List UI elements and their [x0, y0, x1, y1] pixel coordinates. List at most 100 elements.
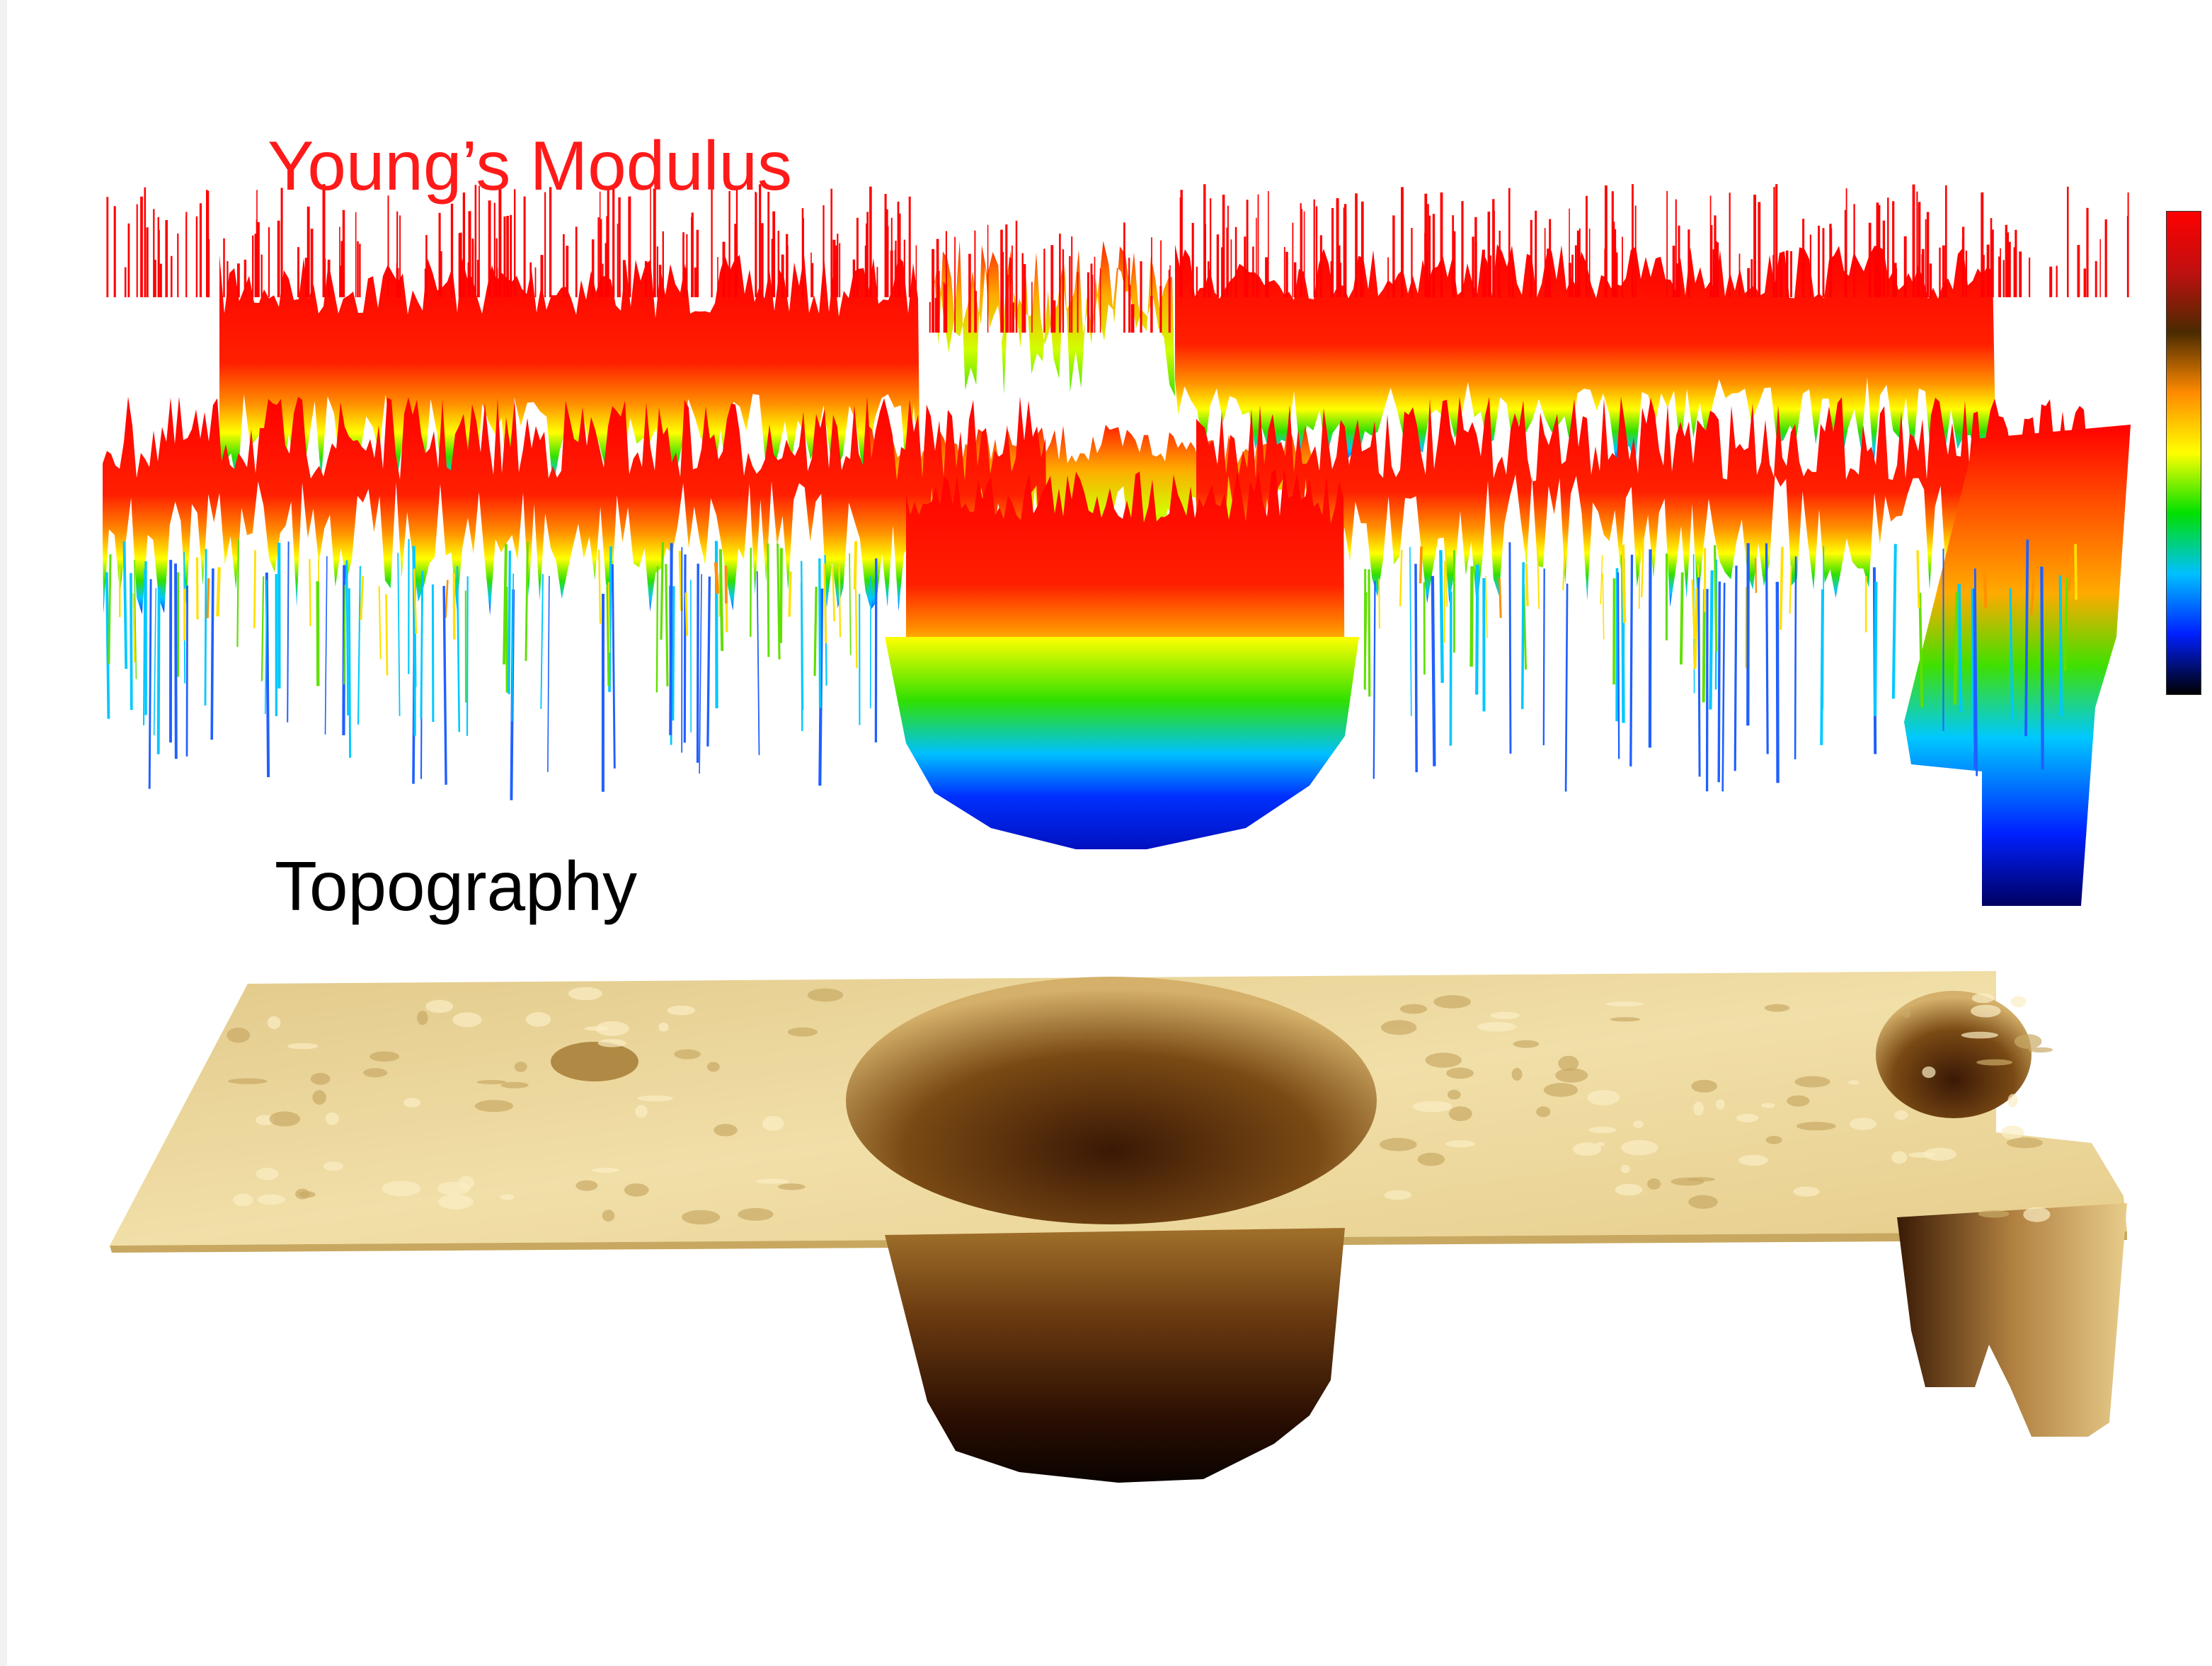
- surface-bump: [233, 1193, 253, 1207]
- surface-bump: [1908, 1151, 1936, 1158]
- surface-bump: [1922, 1066, 1936, 1079]
- modulus-spike: [1679, 572, 1684, 665]
- surface-bump: [500, 1081, 529, 1088]
- modulus-spike: [1953, 592, 1959, 705]
- surface-bump: [1384, 1190, 1412, 1200]
- surface-bump: [1417, 1152, 1445, 1166]
- modulus-spike: [132, 593, 136, 663]
- surface-bump: [1891, 1151, 1908, 1164]
- surface-bump: [417, 1011, 428, 1026]
- surface-bump: [1511, 1067, 1523, 1081]
- surface-bump: [1761, 1103, 1775, 1108]
- modulus-spike: [348, 588, 352, 758]
- right-pit-walls: [1897, 1203, 2127, 1437]
- surface-bump: [267, 1016, 281, 1030]
- surface-bump: [1536, 1106, 1551, 1118]
- modulus-spike: [413, 568, 418, 634]
- modulus-spike: [1648, 549, 1652, 748]
- modulus-spike: [431, 584, 435, 723]
- surface-bump: [682, 1210, 721, 1225]
- surface-bump: [1893, 1110, 1908, 1120]
- modulus-spike: [1445, 547, 1448, 607]
- modulus-spike: [669, 543, 673, 735]
- modulus-spike: [1638, 544, 1641, 609]
- surface-bump: [227, 1027, 251, 1043]
- modulus-spike: [849, 553, 852, 655]
- surface-bump: [674, 1049, 701, 1059]
- surface-bump: [1691, 1079, 1717, 1093]
- surface-bump: [1605, 1001, 1644, 1006]
- modulus-spike: [2040, 566, 2044, 770]
- surface-bump: [575, 1180, 598, 1191]
- surface-bump: [287, 1042, 319, 1050]
- surface-bump: [437, 1181, 471, 1195]
- modulus-spike: [655, 566, 659, 693]
- surface-bump: [778, 1183, 806, 1190]
- modulus-spike: [1755, 558, 1758, 593]
- modulus-spike: [287, 541, 290, 723]
- surface-bump: [1971, 993, 1995, 1004]
- modulus-spike: [216, 567, 221, 616]
- surface-bump: [1399, 1004, 1428, 1014]
- modulus-spike: [511, 573, 515, 722]
- modulus-spike: [777, 543, 781, 660]
- surface-bump: [1490, 1011, 1520, 1020]
- modulus-spike: [316, 581, 320, 686]
- modulus-spike: [345, 560, 349, 716]
- modulus-spike: [767, 543, 770, 657]
- modulus-spike: [505, 586, 509, 693]
- youngs-modulus-label: Young’s Modulus: [268, 127, 793, 205]
- surface-bump: [1425, 1052, 1462, 1068]
- surface-bump: [1447, 1089, 1461, 1100]
- surface-bump: [363, 1068, 388, 1078]
- modulus-right-pit: [1904, 425, 2131, 906]
- modulus-spike: [1439, 550, 1444, 683]
- surface-bump: [658, 1022, 669, 1032]
- surface-bump: [1555, 1068, 1588, 1083]
- modulus-spike: [2063, 578, 2068, 671]
- surface-bump: [369, 1051, 400, 1062]
- modulus-spike: [1373, 581, 1376, 779]
- modulus-spike: [264, 580, 268, 715]
- modulus-band: [219, 255, 920, 495]
- modulus-spike: [813, 586, 818, 677]
- modulus-spike: [148, 579, 152, 789]
- colorbar-scale: [2166, 211, 2201, 695]
- surface-bump: [1446, 1067, 1474, 1079]
- modulus-spike: [607, 582, 611, 653]
- modulus-band: [1175, 244, 1996, 467]
- surface-bump: [323, 1161, 343, 1171]
- modulus-spike: [1820, 589, 1824, 745]
- modulus-spike: [660, 542, 664, 640]
- surface-bump: [1448, 1106, 1472, 1121]
- modulus-spike: [1721, 582, 1726, 792]
- surface-bump: [1716, 1099, 1725, 1110]
- modulus-spike: [598, 549, 602, 624]
- modulus-spike: [1409, 546, 1412, 716]
- surface-bump: [1978, 1210, 2010, 1218]
- surface-bump: [1477, 1022, 1516, 1032]
- modulus-spike: [1745, 587, 1748, 669]
- surface-bump: [310, 1073, 331, 1085]
- modulus-spike: [324, 556, 328, 735]
- modulus-spike: [195, 557, 199, 620]
- surface-bump: [738, 1207, 774, 1221]
- modulus-spike: [357, 565, 361, 725]
- modulus-spike: [1714, 545, 1718, 652]
- surface-bump: [2014, 1034, 2042, 1049]
- modulus-band: [103, 396, 1048, 616]
- topography-pit-walls: [885, 1228, 1345, 1483]
- modulus-spike: [683, 554, 687, 743]
- surface-bump: [592, 1167, 619, 1173]
- modulus-spike: [1431, 575, 1436, 766]
- modulus-spike: [1602, 573, 1605, 640]
- modulus-spike: [525, 541, 529, 661]
- surface-bump: [312, 1090, 326, 1105]
- modulus-spike: [1734, 565, 1738, 771]
- surface-bump: [1610, 1017, 1641, 1022]
- surface-bump: [437, 1194, 474, 1210]
- surface-bump: [568, 987, 602, 1001]
- modulus-spike: [1691, 579, 1696, 640]
- surface-bump: [500, 1194, 515, 1200]
